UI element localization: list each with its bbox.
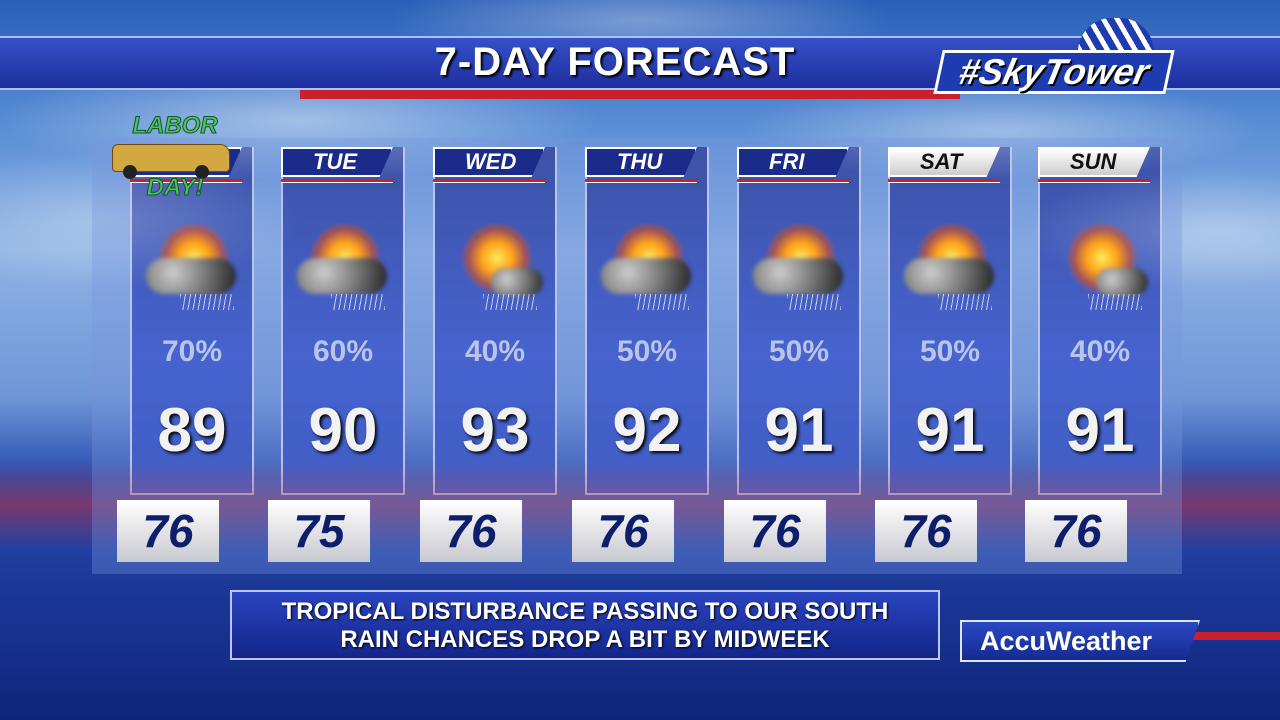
precip-chance: 70% <box>161 335 223 368</box>
high-temp: 90 <box>308 396 378 465</box>
header-stripe <box>1038 179 1150 183</box>
station-wagon-icon <box>112 144 230 179</box>
precip-chance: 50% <box>919 335 981 368</box>
sponsor-stripe <box>1180 632 1280 640</box>
sun-small-cloud-rain-icon <box>1048 222 1152 312</box>
day-name: THU <box>617 149 663 174</box>
low-temp: 76 <box>724 500 826 562</box>
high-temp: 93 <box>460 396 530 465</box>
sun-cloud-rain-icon <box>898 222 1002 312</box>
header-stripe <box>737 179 849 183</box>
low-temp: 76 <box>572 500 674 562</box>
skytower-logo: #SkyTower <box>933 50 1175 94</box>
day-column: FRI 50% 91 76 <box>724 147 861 562</box>
accuweather-logo: AccuWeather <box>960 620 1200 662</box>
day-column: TUE 60% 90 75 <box>268 147 405 562</box>
precip-chance: 60% <box>312 335 374 368</box>
day-name: SAT <box>920 149 963 174</box>
day-name: FRI <box>769 149 805 174</box>
banner-stripe <box>300 90 960 99</box>
header-stripe <box>281 179 393 183</box>
day-name: SUN <box>1070 149 1117 174</box>
precip-chance: 40% <box>464 335 526 368</box>
day-name: TUE <box>313 149 357 174</box>
header-stripe <box>130 179 242 183</box>
caption-line2: RAIN CHANCES DROP A BIT BY MIDWEEK <box>340 626 830 653</box>
day-header: SUN <box>1038 147 1150 177</box>
high-temp: 91 <box>915 396 985 465</box>
low-temp: 76 <box>875 500 977 562</box>
day-header: FRI <box>737 147 849 177</box>
precip-chance: 40% <box>1069 335 1131 368</box>
day-header: SAT <box>888 147 1000 177</box>
page-title: 7-DAY FORECAST <box>434 40 796 84</box>
sun-cloud-rain-icon <box>140 222 244 312</box>
day-name: WED <box>465 149 517 174</box>
day-header: TUE <box>281 147 393 177</box>
precip-chance: 50% <box>768 335 830 368</box>
sun-cloud-rain-icon <box>595 222 699 312</box>
precip-chance: 50% <box>616 335 678 368</box>
header-stripe <box>888 179 1000 183</box>
low-temp: 76 <box>117 500 219 562</box>
high-temp: 91 <box>764 396 834 465</box>
low-temp: 76 <box>1025 500 1127 562</box>
day-column: SUN 40% 91 76 <box>1025 147 1162 562</box>
day-column: THU 50% 92 76 <box>572 147 709 562</box>
forecast-caption: TROPICAL DISTURBANCE PASSING TO OUR SOUT… <box>230 590 940 660</box>
sun-cloud-rain-icon <box>747 222 851 312</box>
day-header: THU <box>585 147 697 177</box>
low-temp: 75 <box>268 500 370 562</box>
labor-day-badge: LABOR DAY! <box>110 112 240 206</box>
badge-line2: DAY! <box>146 174 204 202</box>
sun-cloud-rain-icon <box>291 222 395 312</box>
day-column: SAT 50% 91 76 <box>875 147 1012 562</box>
caption-line1: TROPICAL DISTURBANCE PASSING TO OUR SOUT… <box>281 598 889 625</box>
high-temp: 92 <box>612 396 682 465</box>
sun-small-cloud-rain-icon <box>443 222 547 312</box>
day-header: WED <box>433 147 545 177</box>
header-stripe <box>433 179 545 183</box>
high-temp: 89 <box>157 396 227 465</box>
day-column: WED 40% 93 76 <box>420 147 557 562</box>
badge-line1: LABOR <box>132 112 218 140</box>
high-temp: 91 <box>1065 396 1135 465</box>
header-stripe <box>585 179 697 183</box>
low-temp: 76 <box>420 500 522 562</box>
